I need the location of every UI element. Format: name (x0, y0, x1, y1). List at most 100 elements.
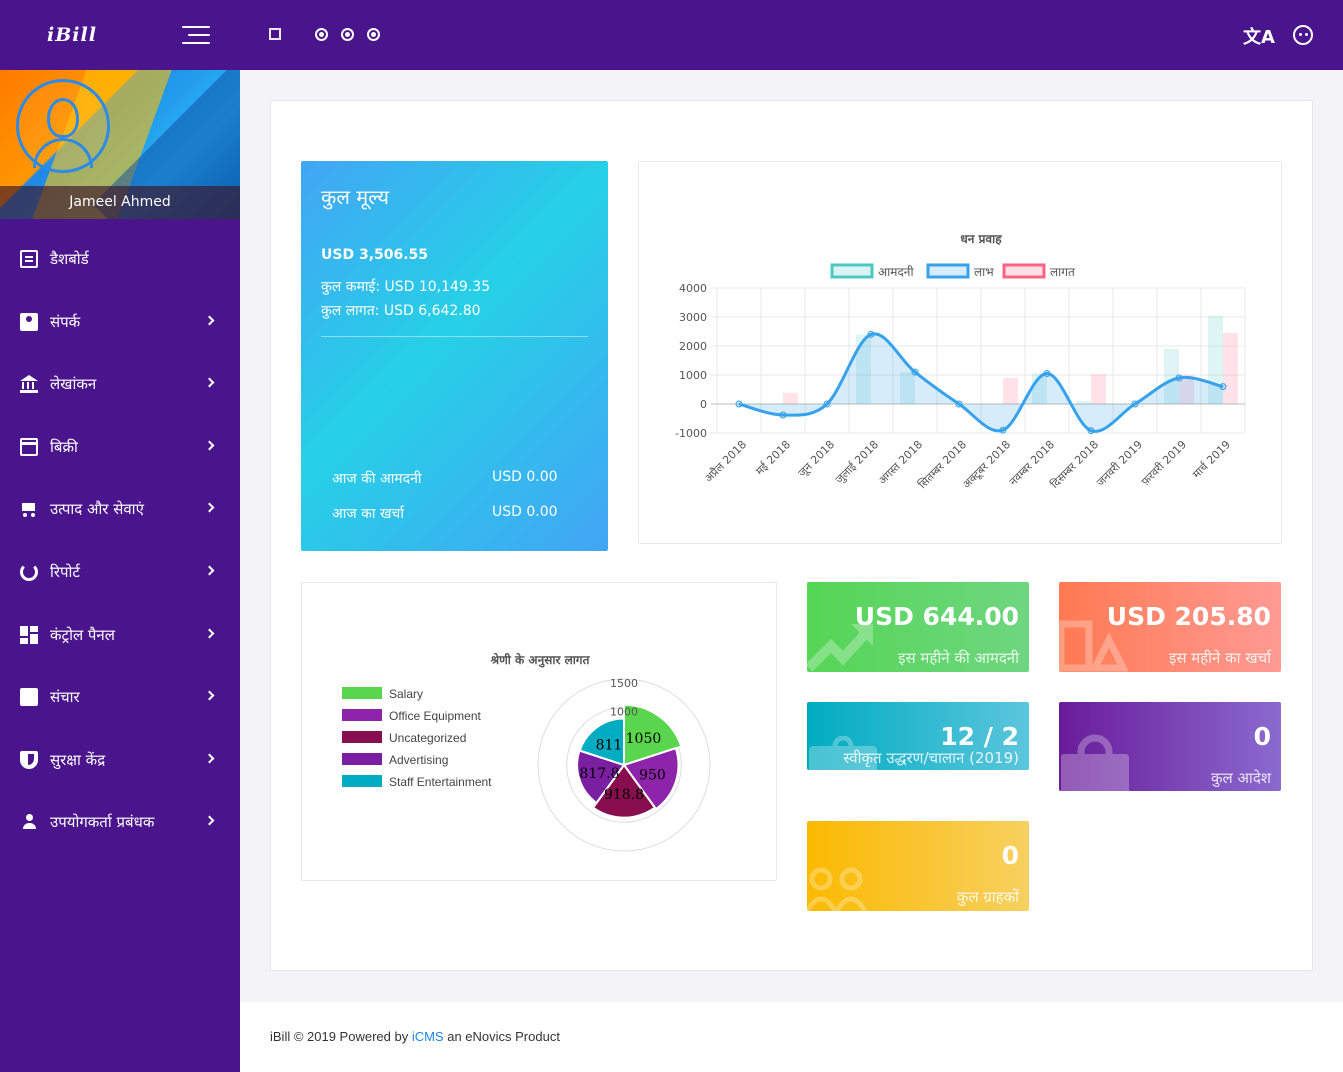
sidebar-item-dashboard[interactable]: डैशबोर्ड (0, 250, 240, 313)
legend-label: लाभ (974, 265, 994, 279)
sidebar-item-contacts[interactable]: संपर्क (0, 312, 240, 376)
polar-slice (591, 763, 657, 819)
legend-swatch (830, 263, 874, 279)
sidebar-item-label: उत्पाद और सेवाएं (50, 500, 144, 519)
chevron-right-icon (204, 753, 215, 764)
chevron-right-icon (204, 628, 215, 639)
zoom-out-icon[interactable] (341, 28, 354, 41)
menu-toggle-icon[interactable] (182, 26, 210, 44)
line-point (1219, 383, 1227, 391)
footer-prefix: iBill © 2019 Powered by (270, 1029, 412, 1044)
legend-label: Uncategorized (389, 731, 466, 745)
footer-link[interactable]: iCMS (411, 1029, 444, 1044)
month-income-tile[interactable]: USD 644.00 इस महीने की आमदनी (807, 582, 1029, 672)
legend-swatch (1002, 263, 1046, 279)
total-orders-tile[interactable]: 0 कुल आदेश (1059, 702, 1281, 791)
cash-flow-chart-card: धन प्रवाह आमदनी लाभ लागत 4000 3000 2000 1000 0 -1… (638, 161, 1282, 544)
footer: iBill © 2019 Powered by iCMS an eNovics … (240, 1002, 1343, 1072)
month-expense-tile[interactable]: USD 205.80 इस महीने का खर्चा (1059, 582, 1281, 672)
polar-slice (623, 703, 683, 767)
footer-text: iBill © 2019 Powered by iCMS an eNovics … (270, 1029, 560, 1044)
x-tick-label: जुलाई 2018 (833, 438, 881, 486)
sidebar-item-security[interactable]: सुरक्षा केंद्र (0, 750, 240, 814)
total-clients-label: कुल ग्राहकों (956, 888, 1019, 906)
slice-value-label: 1050 (626, 731, 662, 747)
x-tick-label: मार्च 2019 (1190, 438, 1233, 481)
report-icon (20, 562, 38, 581)
today-expense-value: USD 0.00 (492, 504, 558, 520)
sidebar-item-accounting[interactable]: लेखांकन (0, 375, 240, 438)
line-point (823, 400, 831, 408)
chevron-right-icon (204, 815, 215, 826)
polar-ring (537, 678, 711, 852)
sidebar: Jameel Ahmed डैशबोर्ड संपर्क लेखांकन बिक… (0, 70, 240, 1072)
sidebar-item-label: लेखांकन (50, 375, 97, 394)
quotes-invoices-tile[interactable]: 12 / 2 स्वीकृत उद्धरण/चालान (2019) (807, 702, 1029, 770)
line-point (1131, 400, 1139, 408)
line-point (911, 368, 919, 376)
x-tick-label: जून 2018 (796, 438, 838, 480)
sidebar-item-user-manager[interactable]: उपयोगकर्ता प्रबंधक (0, 813, 240, 876)
y-tick-label: 0 (700, 398, 707, 411)
slice-value-label: 811 (596, 737, 623, 753)
slice-value-label: 950 (639, 767, 666, 783)
trending-up-icon (807, 624, 873, 672)
bar (856, 334, 871, 404)
chart-title: धन प्रवाह (960, 232, 1002, 246)
sidebar-item-label: कंट्रोल पैनल (50, 625, 115, 644)
chevron-right-icon (204, 440, 215, 451)
brand-logo[interactable]: iBill (47, 24, 97, 46)
line-point (999, 426, 1007, 434)
zoom-in-icon[interactable] (315, 28, 328, 41)
divider (321, 336, 588, 337)
today-income-value: USD 0.00 (492, 469, 558, 485)
sidebar-item-control-panel[interactable]: कंट्रोल पैनल (0, 625, 240, 689)
fullscreen-icon[interactable] (269, 28, 281, 40)
bar (1223, 332, 1238, 404)
quotes-invoices-value: 12 / 2 (940, 722, 1019, 751)
month-income-value: USD 644.00 (854, 602, 1019, 631)
sidebar-item-communication[interactable]: संचार (0, 688, 240, 751)
grid-icon (20, 625, 38, 644)
polar-slice (576, 749, 626, 805)
today-income-row: आज की आमदनी USD 0.00 (332, 469, 558, 488)
brand-area: iBill (0, 0, 240, 70)
series-line (738, 332, 1224, 433)
sidebar-item-products[interactable]: उत्पाद और सेवाएं (0, 500, 240, 563)
scale-tick-label: 1000 (610, 706, 638, 719)
legend-swatch (342, 709, 382, 721)
total-value-card: कुल मूल्य USD 3,506.55 कुल कमाई: USD 10,… (301, 161, 608, 551)
sidebar-item-label: संपर्क (50, 312, 81, 331)
bar (783, 392, 798, 404)
legend-swatch (342, 753, 382, 765)
bar (1164, 348, 1179, 404)
users-icon (807, 867, 868, 911)
top-bar: iBill 文A (0, 0, 1343, 70)
bar (1003, 377, 1018, 404)
chevron-right-icon (204, 690, 215, 701)
translate-icon[interactable]: 文A (1243, 27, 1275, 48)
total-clients-value: 0 (1001, 841, 1019, 870)
avatar[interactable] (16, 79, 110, 173)
legend-label: Office Equipment (389, 709, 481, 723)
month-income-label: इस महीने की आमदनी (898, 649, 1019, 667)
line-point (1087, 427, 1095, 435)
chart-title: श्रेणी के अनुसार लागत (490, 653, 591, 668)
line-point (1043, 370, 1051, 378)
profile-name[interactable]: Jameel Ahmed (0, 186, 240, 219)
total-costs: कुल लागत: USD 6,642.80 (321, 303, 481, 319)
legend-label: आमदनी (878, 265, 914, 279)
total-orders-value: 0 (1253, 722, 1271, 751)
total-clients-tile[interactable]: 0 कुल ग्राहकों (807, 821, 1029, 911)
sidebar-item-sales[interactable]: बिक्री (0, 437, 240, 501)
x-tick-label: अक्टूबर 2018 (960, 438, 1014, 492)
x-tick-label: दिसम्बर 2018 (1048, 438, 1101, 491)
sidebar-item-reports[interactable]: रिपोर्ट (0, 562, 240, 626)
zoom-reset-icon[interactable] (367, 28, 380, 41)
face-icon[interactable] (1293, 25, 1313, 45)
footer-suffix: an eNovics Product (443, 1029, 560, 1044)
bar (1179, 375, 1194, 404)
slice-value-label: 817.8 (579, 766, 619, 782)
sidebar-item-label: रिपोर्ट (50, 562, 80, 581)
legend-swatch (926, 263, 970, 279)
